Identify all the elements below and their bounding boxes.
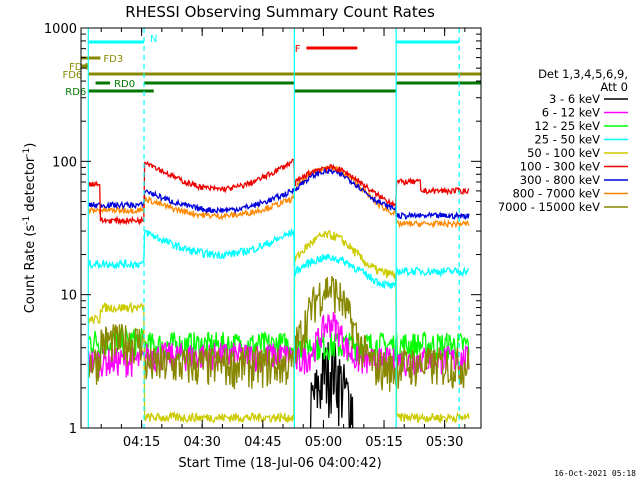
flag-label-fd6: FD6 (62, 70, 82, 81)
axes: 04:15 04:30 04:45 05:00 05:15 05:30 1 10 100 1000 (44, 22, 481, 450)
series-line-25-50-kev (87, 228, 470, 290)
y-tick-label: 1000 (44, 22, 77, 37)
y-tick-label: 100 (52, 155, 77, 170)
x-axis-label: Start Time (18-Jul-06 04:00:42) (178, 456, 381, 471)
x-tick-label: 04:30 (183, 435, 220, 450)
legend-entry-label: 6 - 12 keV (542, 106, 600, 120)
series-line-300-800-kev (87, 166, 470, 221)
y-axis-label: Count Rate (s-1 detector-1) (22, 143, 38, 314)
legend-entry-label: 800 - 7000 keV (512, 187, 600, 201)
x-tick-label: 04:45 (244, 435, 281, 450)
legend-entry-label: 50 - 100 keV (527, 146, 600, 160)
legend-entry-label: 100 - 300 keV (520, 160, 600, 174)
y-tick-label: 1 (69, 422, 77, 437)
x-tick-label: 04:15 (123, 435, 160, 450)
chart-title: RHESSI Observing Summary Count Rates (125, 3, 435, 21)
x-tick-label: 05:00 (305, 435, 342, 450)
legend-entry-label: 12 - 25 keV (534, 119, 600, 133)
attenuator-markers (87, 28, 460, 428)
series-line-800-7000-kev (88, 163, 470, 229)
flag-label-fd4: FD4 (69, 62, 89, 73)
series-line-12-25-kev (87, 328, 470, 364)
x-tick-label: 05:30 (426, 435, 463, 450)
legend-header: Det 1,3,4,5,6,9, (538, 67, 628, 81)
flag-label-rd0: RD0 (114, 79, 135, 90)
flag-label-f: F (295, 44, 301, 55)
legend-entry-label: 3 - 6 keV (549, 92, 600, 106)
series-line-7000-15000-kev (87, 275, 470, 392)
legend-entry-label: 300 - 800 keV (520, 173, 600, 187)
series-line-100-300-kev (87, 158, 470, 226)
series-line-50-100-kev (87, 229, 470, 424)
flag-label-n: N (150, 34, 157, 45)
plot-frame (80, 27, 482, 429)
flag-label-fd3: FD3 (103, 54, 123, 65)
data-layer (87, 158, 470, 428)
legend-header: Att 0 (600, 80, 628, 94)
timestamp-footer: 16-Oct-2021 05:18 (554, 469, 636, 478)
legend-entry-label: 25 - 50 keV (534, 133, 600, 147)
y-tick-label: 10 (60, 289, 77, 304)
legend-entry-label: 7000 - 15000 keV (498, 200, 600, 214)
x-tick-label: 05:15 (365, 435, 402, 450)
flag-label-rd6: RD6 (65, 87, 86, 98)
